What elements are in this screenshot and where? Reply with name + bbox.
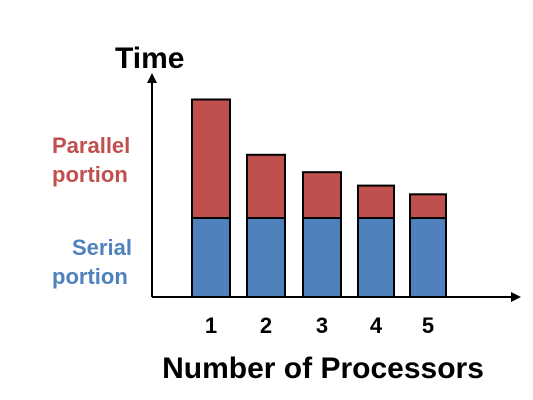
bar-parallel-1 bbox=[191, 98, 231, 219]
legend-serial-line-2: portion bbox=[52, 264, 128, 289]
legend-parallel-line-1: Parallel bbox=[52, 133, 130, 158]
bar-parallel-2 bbox=[246, 153, 286, 220]
y-axis-title: Time bbox=[115, 42, 184, 75]
bar-serial-5 bbox=[409, 217, 447, 298]
legend-parallel-line-2: portion bbox=[52, 162, 128, 187]
bar-serial-4 bbox=[357, 217, 395, 298]
bar-parallel-3 bbox=[302, 171, 342, 219]
x-tick-labels: 1 2 3 4 5 bbox=[205, 313, 434, 338]
bar-parallel-4 bbox=[357, 184, 395, 219]
x-tick-label-4: 4 bbox=[370, 313, 383, 338]
x-axis-title: Number of Processors bbox=[162, 352, 484, 385]
x-tick-label-3: 3 bbox=[316, 313, 328, 338]
x-tick-label-5: 5 bbox=[422, 313, 434, 338]
legend-parallel: Parallel portion bbox=[52, 133, 136, 187]
x-tick-label-2: 2 bbox=[260, 313, 272, 338]
bar-serial-2 bbox=[246, 217, 286, 298]
legend-serial-line-1: Serial bbox=[72, 235, 132, 260]
bars-group bbox=[191, 98, 447, 298]
bar-serial-1 bbox=[191, 217, 231, 298]
legend-serial: Serial portion bbox=[52, 235, 138, 289]
bar-serial-3 bbox=[302, 217, 342, 298]
bar-parallel-5 bbox=[409, 193, 447, 220]
x-tick-label-1: 1 bbox=[205, 313, 217, 338]
